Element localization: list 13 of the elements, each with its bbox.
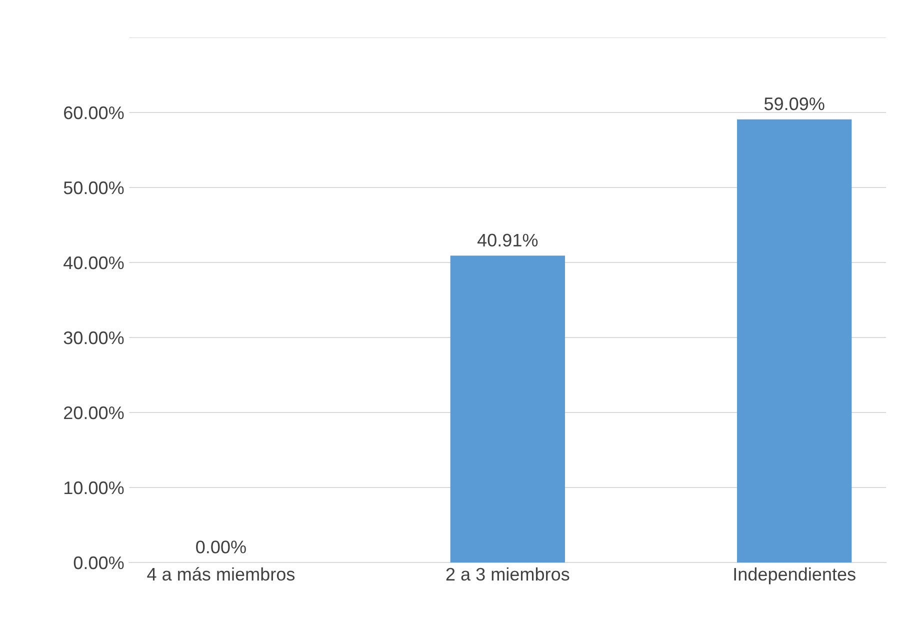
data-label: 59.09% [764,97,824,110]
y-tick-label: 50.00% [64,181,124,194]
y-tick-label: 10.00% [64,481,124,494]
y-tick-label: 0.00% [74,556,124,570]
y-tick-label: 40.00% [64,256,124,270]
data-label: 0.00% [196,540,246,554]
x-tick-label: 2 a 3 miembros [446,567,570,581]
x-tick-label: Independientes [734,567,856,584]
y-tick-label: 20.00% [64,406,124,420]
y-tick-label: 60.00% [64,106,124,120]
x-tick-label: 4 a más miembros [147,567,295,581]
y-tick-label: 30.00% [64,331,124,344]
data-label: 40.91% [477,234,538,247]
